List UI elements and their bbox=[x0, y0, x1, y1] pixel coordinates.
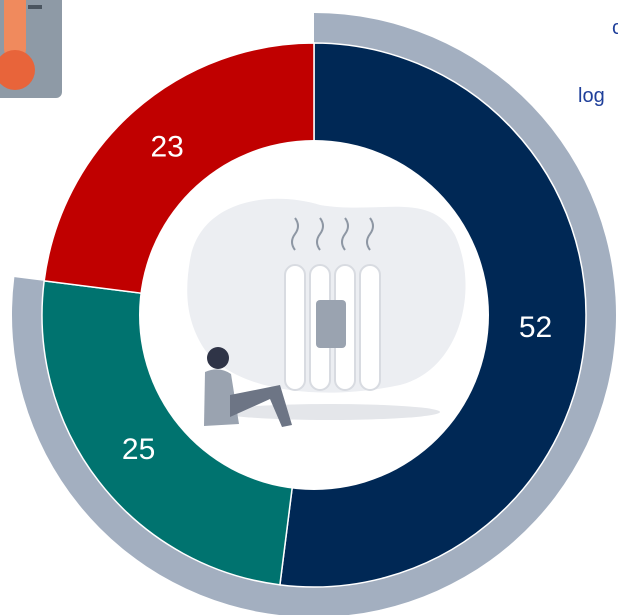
illustration bbox=[139, 140, 489, 490]
data-label: 52 bbox=[519, 311, 552, 344]
chart: c log 52 25 23 bbox=[0, 0, 618, 615]
annotation: c bbox=[612, 17, 618, 39]
thermometer-icon bbox=[0, 0, 62, 98]
data-label: 23 bbox=[151, 130, 184, 163]
data-label: 25 bbox=[122, 433, 155, 466]
annotation: log bbox=[578, 85, 605, 107]
